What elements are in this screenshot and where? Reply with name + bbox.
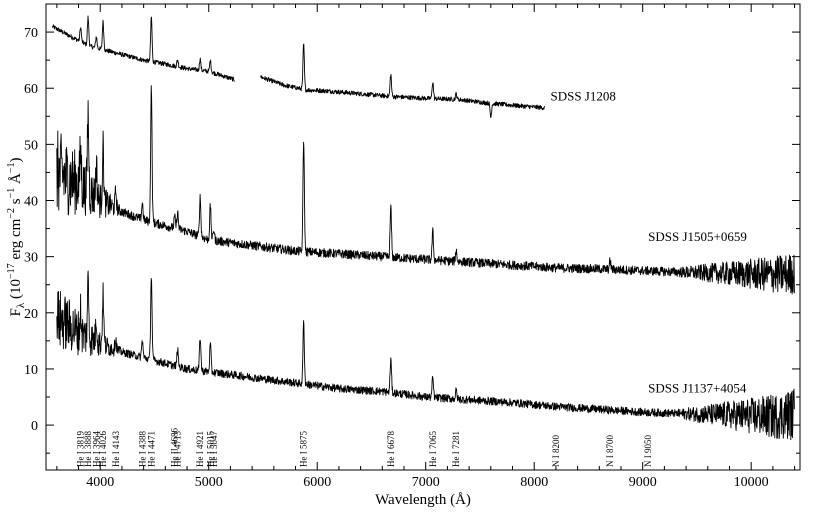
line-id-label: N I 9050 (643, 435, 653, 467)
series-labels: SDSS J1208 SDSS J1505+0659 SDSS J1137+4054 (550, 89, 746, 396)
line-id-label: He I 5015 (205, 431, 215, 467)
line-id-label: He I 7281 (451, 431, 461, 467)
spectra-group (52, 15, 795, 441)
line-id-label: He I 4921 (195, 431, 205, 467)
plot-frame (45, 3, 801, 471)
line-id-label: N I 8700 (605, 435, 615, 467)
x-tick-label: 9000 (629, 475, 657, 490)
line-id-label: He I 5047 (209, 431, 219, 467)
line-id-label: He I 4143 (111, 431, 121, 467)
series-label: SDSS J1505+0659 (648, 229, 747, 244)
y-tick-label: 60 (24, 82, 38, 97)
line-id-label: He I 7065 (428, 431, 438, 467)
line-id-label: He I 3888 (83, 431, 93, 467)
line-id-label: N I 8200 (551, 435, 561, 467)
x-tick-label: 10000 (734, 475, 769, 490)
line-id-label: He I 5875 (299, 431, 309, 467)
x-tick-label: 4000 (86, 475, 114, 490)
line-id-label: He II 4686 (170, 428, 180, 467)
x-tick-label: 7000 (412, 475, 440, 490)
line-id-label: He I 3964 (91, 431, 101, 467)
line-id-label: He I 4388 (137, 431, 147, 467)
line-id-label: He I 4026 (98, 431, 108, 467)
y-tick-label: 30 (24, 251, 38, 266)
x-axis-label: Wavelength (Å) (375, 492, 471, 508)
spectrum-line (56, 270, 795, 441)
y-tick-label: 20 (24, 307, 38, 322)
y-axis-label: Fλ (10−17 erg cm−2 s−1 Å−1) (6, 158, 27, 317)
y-tick-label: 40 (24, 195, 38, 210)
line-id-label: He I 6678 (386, 431, 396, 467)
spectrum-line (260, 43, 546, 118)
series-label: SDSS J1137+4054 (648, 381, 747, 396)
spectrum-line (52, 15, 235, 82)
x-tick-label: 6000 (303, 475, 331, 490)
y-tick-label: 0 (31, 419, 38, 434)
axis-ticks: 4000 5000 6000 7000 8000 9000 10000 0 10 20 30 40 50… (24, 3, 800, 490)
line-id-label: He I 4713 (173, 431, 183, 467)
spectrum-line (56, 85, 795, 295)
y-tick-label: 50 (24, 138, 38, 153)
line-id-label: He I 4471 (146, 431, 156, 467)
y-tick-label: 70 (24, 26, 38, 41)
y-tick-label: 10 (24, 363, 38, 378)
x-tick-label: 5000 (195, 475, 223, 490)
line-id-label: He I 3819 (76, 431, 86, 467)
x-tick-label: 8000 (520, 475, 548, 490)
series-label: SDSS J1208 (550, 89, 615, 104)
